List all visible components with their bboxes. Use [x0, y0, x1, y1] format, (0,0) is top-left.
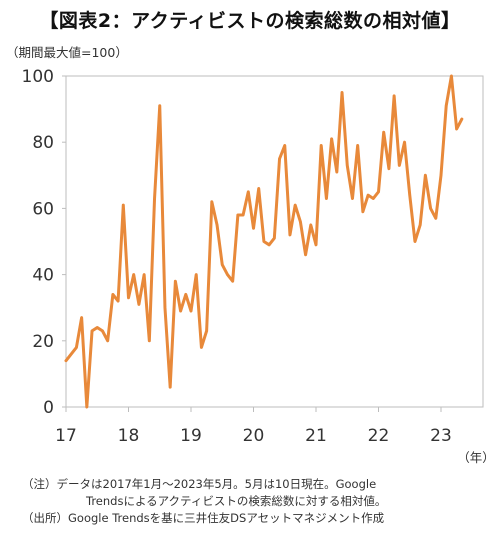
data-point: [200, 346, 203, 349]
data-point: [361, 210, 365, 213]
data-point: [387, 167, 391, 170]
data-point: [142, 273, 146, 276]
data-point: [226, 273, 229, 276]
data-point: [398, 164, 401, 167]
data-point: [429, 207, 432, 210]
y-tick-label: 100: [22, 67, 54, 87]
data-point: [210, 200, 214, 203]
data-point: [309, 223, 312, 227]
data-point: [293, 203, 297, 207]
x-tick-label: 21: [305, 426, 327, 446]
data-point: [377, 190, 380, 194]
x-tick-label: 18: [118, 426, 140, 446]
data-point: [366, 193, 370, 197]
data-point: [75, 346, 78, 349]
data-point: [455, 127, 458, 131]
data-point: [325, 197, 328, 200]
data-point: [273, 236, 276, 240]
data-point: [111, 293, 115, 296]
data-point: [450, 74, 453, 78]
data-point: [299, 220, 302, 223]
x-tick-label: 17: [55, 426, 77, 446]
chart-notes: （注）データは2017年1月～2023年5月。5月は10日現在。Google T…: [22, 476, 492, 527]
data-point: [320, 144, 323, 147]
plot-area: [65, 75, 484, 408]
y-tick-label: 0: [43, 398, 54, 418]
data-point: [267, 243, 271, 247]
data-point: [189, 309, 193, 313]
data-point: [127, 296, 130, 299]
data-point: [346, 164, 349, 167]
data-point: [252, 227, 255, 230]
data-point: [132, 273, 135, 276]
data-point: [382, 131, 385, 134]
data-point: [137, 303, 141, 306]
data-point: [330, 137, 333, 141]
y-tick-label: 60: [32, 199, 54, 219]
y-axis-unit-label: （期間最大値=100）: [6, 45, 128, 60]
data-point: [174, 280, 177, 283]
line-chart: 0 20 40 60 80 100 17 18 19 20 21 22 23 （年）: [22, 67, 495, 465]
x-tick-label: 19: [180, 426, 202, 446]
data-point: [184, 293, 187, 296]
data-point: [372, 197, 375, 200]
data-point: [418, 223, 422, 227]
data-point: [231, 280, 234, 283]
data-point: [168, 385, 172, 389]
x-tick-label: 20: [243, 426, 265, 446]
data-point: [257, 187, 260, 190]
data-point: [80, 316, 83, 319]
data-point: [90, 329, 94, 333]
y-tick-label: 20: [32, 332, 54, 352]
data-point: [262, 240, 266, 243]
y-tick-label: 80: [32, 133, 54, 153]
data-point: [236, 213, 240, 217]
data-point: [64, 359, 68, 362]
data-point: [96, 326, 99, 329]
x-tick-label: 22: [368, 426, 390, 446]
data-point: [335, 170, 339, 174]
data-point: [434, 217, 437, 220]
data-point: [70, 352, 73, 356]
x-tick-label: 23: [430, 426, 452, 446]
data-point: [163, 306, 167, 309]
data-point: [356, 144, 359, 147]
data-point: [314, 243, 318, 247]
data-point: [116, 299, 120, 303]
data-point: [439, 174, 443, 177]
data-point: [445, 104, 448, 107]
data-point: [153, 197, 156, 200]
data-point: [106, 339, 109, 342]
data-point: [460, 117, 464, 121]
x-axis-label: （年）: [457, 450, 495, 465]
data-point: [403, 141, 406, 144]
data-point: [122, 203, 125, 207]
data-point: [247, 190, 250, 194]
data-point: [179, 309, 182, 313]
source-line: （出所）Google Trendsを基に三井住友DSアセットマネジメント作成: [22, 511, 385, 525]
data-point: [408, 193, 411, 197]
data-point: [283, 144, 286, 147]
data-point: [241, 213, 245, 217]
data-point: [158, 104, 161, 107]
data-point: [101, 329, 104, 333]
data-point: [148, 339, 151, 342]
data-point: [304, 253, 307, 256]
data-point: [278, 157, 281, 160]
data-point: [205, 329, 208, 333]
y-tick-label: 40: [32, 266, 54, 286]
data-point: [392, 94, 396, 98]
data-point: [340, 91, 344, 94]
chart-title: 【図表2：アクティビストの検索総数の相対値】: [39, 10, 461, 32]
data-point: [215, 223, 219, 227]
data-point: [221, 263, 224, 266]
data-point: [288, 233, 292, 237]
note-line: （注）データは2017年1月～2023年5月。5月は10日現在。Google: [22, 477, 377, 491]
note-line: Trendsによるアクティビストの検索総数に対する相対値。: [86, 494, 387, 508]
data-point: [413, 240, 417, 243]
data-point: [195, 273, 198, 276]
data-point: [424, 174, 427, 177]
data-point: [85, 405, 89, 409]
data-point: [351, 197, 354, 200]
